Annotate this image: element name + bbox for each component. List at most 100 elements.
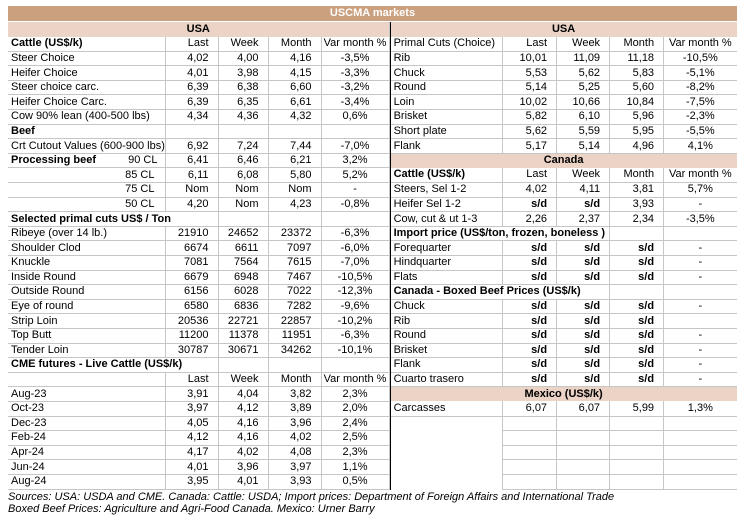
row-label: Forequarter bbox=[390, 240, 503, 256]
value-cell: 7282 bbox=[267, 299, 321, 315]
value-cell: 30787 bbox=[164, 343, 218, 359]
value-cell: s/d bbox=[556, 240, 610, 256]
column-header: Week bbox=[217, 36, 268, 52]
row-label: Tender Loin bbox=[8, 343, 165, 359]
table-row: Jun-24 4,01 3,96 3,97 1,1% bbox=[8, 459, 390, 475]
row-label: Dec-23 bbox=[8, 416, 165, 432]
value-cell: Nom bbox=[267, 182, 321, 198]
value-cell bbox=[556, 430, 610, 446]
value-cell: s/d bbox=[502, 357, 557, 373]
var-month-cell: - bbox=[663, 240, 737, 256]
value-cell: 4,01 bbox=[164, 459, 218, 475]
value-cell: 3,81 bbox=[609, 182, 664, 198]
row-label: Heifer Choice Carc. bbox=[8, 94, 165, 111]
value-cell: 30671 bbox=[217, 343, 268, 359]
value-cell: 5,53 bbox=[502, 65, 557, 81]
var-month-cell: -10,2% bbox=[320, 313, 390, 329]
value-cell: s/d bbox=[609, 240, 664, 256]
value-cell: 10,66 bbox=[556, 94, 610, 111]
primal-canada-mexico-table: USA Primal Cuts (Choice) Last Week Month Var … bbox=[390, 22, 737, 490]
value-cell: 4,12 bbox=[164, 430, 218, 446]
value-cell bbox=[609, 284, 664, 300]
row-label: Flank bbox=[390, 357, 503, 373]
value-cell: 6580 bbox=[164, 299, 218, 315]
row-label: Steer Choice bbox=[8, 51, 165, 67]
value-cell: 3,96 bbox=[267, 416, 321, 432]
value-cell: 4,17 bbox=[164, 445, 218, 461]
value-cell: 2,26 bbox=[502, 211, 557, 227]
value-cell: 3,91 bbox=[164, 386, 218, 402]
value-cell: 4,01 bbox=[164, 65, 218, 81]
column-header: Month bbox=[609, 36, 664, 52]
table-row bbox=[391, 416, 737, 432]
column-header-label bbox=[8, 372, 165, 388]
value-cell bbox=[502, 416, 557, 432]
value-cell: 11951 bbox=[267, 328, 321, 344]
row-label: Cuarto trasero bbox=[390, 372, 503, 388]
var-month-cell: 0,5% bbox=[320, 474, 390, 490]
var-month-cell: 1,1% bbox=[320, 459, 390, 475]
value-cell: 6,38 bbox=[217, 80, 268, 96]
value-cell: s/d bbox=[609, 357, 664, 373]
value-cell: 5,80 bbox=[267, 167, 321, 184]
value-cell: 4,02 bbox=[502, 182, 557, 198]
var-month-cell: -3,2% bbox=[320, 80, 390, 96]
table-row: Short plate 5,62 5,59 5,95 -5,5% bbox=[390, 124, 737, 140]
var-month-cell: 1,3% bbox=[663, 401, 737, 417]
value-cell: s/d bbox=[502, 270, 557, 286]
value-cell bbox=[164, 124, 218, 140]
section-label: Import price (US$/ton, frozen, boneless … bbox=[390, 226, 610, 242]
table-row: Rib 10,01 11,09 11,18 -10,5% bbox=[390, 51, 737, 67]
table-row: Feb-24 4,12 4,16 4,02 2,5% bbox=[8, 430, 390, 446]
value-cell: 24652 bbox=[217, 226, 268, 242]
value-cell: s/d bbox=[502, 197, 557, 213]
table-row: Chuck s/d s/d s/d - bbox=[390, 299, 737, 315]
var-month-cell: 3,2% bbox=[320, 153, 390, 169]
value-cell: 6,46 bbox=[217, 153, 268, 169]
value-cell bbox=[609, 226, 664, 242]
value-cell: 23372 bbox=[267, 226, 321, 242]
value-cell: 5,83 bbox=[609, 65, 664, 81]
row-label: Ribeye (over 14 lb.) bbox=[8, 226, 165, 242]
row-label: Inside Round bbox=[8, 270, 165, 286]
table-row: Aug-23 3,91 4,04 3,82 2,3% bbox=[8, 386, 390, 402]
value-cell: 6,07 bbox=[502, 401, 557, 417]
section-label: Selected primal cuts US$ / Ton bbox=[8, 211, 218, 227]
value-cell: s/d bbox=[556, 270, 610, 286]
row-label: Shoulder Clod bbox=[8, 240, 165, 256]
value-cell: 5,62 bbox=[556, 65, 610, 81]
value-cell: 22857 bbox=[267, 313, 321, 329]
section-label: CME futures - Live Cattle (US$/k) bbox=[8, 357, 218, 373]
value-cell: s/d bbox=[609, 313, 664, 329]
value-cell: 4,96 bbox=[609, 138, 664, 154]
var-month-cell: -7,0% bbox=[320, 138, 390, 154]
table-row: Ribeye (over 14 lb.) 21910 24652 23372 -6,3% bbox=[8, 226, 390, 242]
row-label: Aug-23 bbox=[8, 386, 165, 402]
var-month-cell: - bbox=[663, 328, 737, 344]
row-label: Short plate bbox=[390, 124, 503, 140]
value-cell: s/d bbox=[502, 313, 557, 329]
value-cell: 5,14 bbox=[556, 138, 610, 154]
value-cell: 6,39 bbox=[164, 80, 218, 96]
value-cell: 11,09 bbox=[556, 51, 610, 67]
value-cell: 4,20 bbox=[164, 197, 218, 213]
row-sublabel: 75 CL bbox=[8, 182, 165, 198]
row-label: Flank bbox=[390, 138, 503, 154]
var-month-cell: -3,3% bbox=[320, 65, 390, 81]
value-cell: 3,93 bbox=[267, 474, 321, 490]
row-label: Rib bbox=[390, 51, 503, 67]
row-label: Knuckle bbox=[8, 255, 165, 271]
var-month-cell: -5,1% bbox=[663, 65, 737, 81]
sources-note: Sources: USA: USDA and CME. Canada: Catt… bbox=[8, 490, 737, 515]
table-row bbox=[391, 474, 737, 490]
value-cell bbox=[502, 459, 557, 475]
value-cell: s/d bbox=[609, 372, 664, 388]
row-label: Feb-24 bbox=[8, 430, 165, 446]
value-cell bbox=[609, 430, 664, 446]
value-cell: 6948 bbox=[217, 270, 268, 286]
value-cell: 6,10 bbox=[556, 109, 610, 125]
sources-line-1: Sources: USA: USDA and CME. Canada: Catt… bbox=[8, 490, 615, 503]
table-row: CME futures - Live Cattle (US$/k) bbox=[8, 357, 390, 373]
value-cell: 4,23 bbox=[267, 197, 321, 213]
